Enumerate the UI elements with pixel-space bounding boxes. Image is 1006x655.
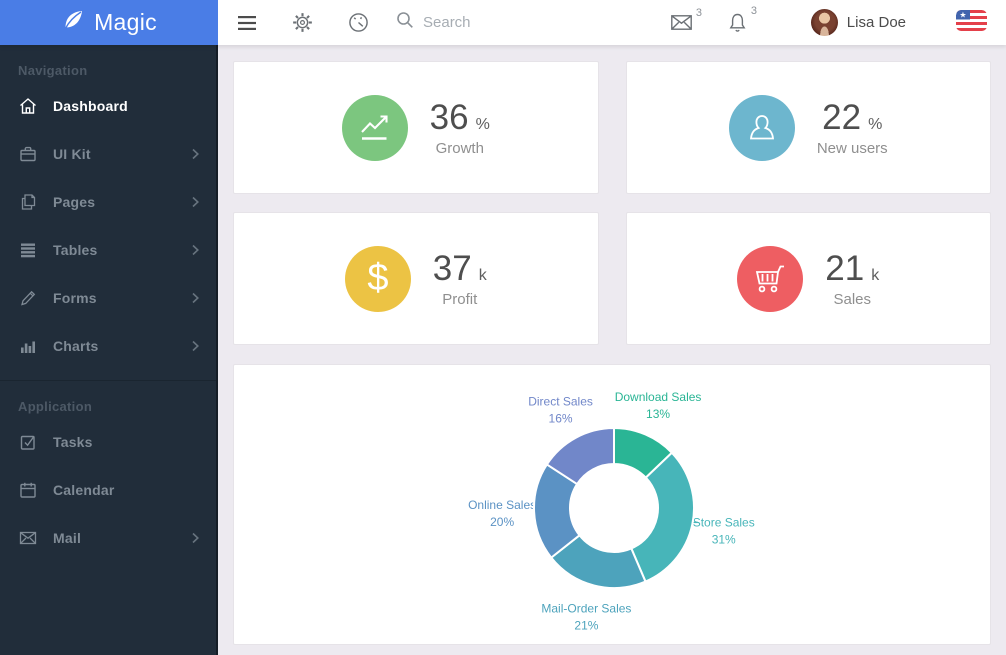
notifications-bell-icon[interactable]: 3 [728, 5, 757, 33]
messages-badge: 3 [695, 7, 702, 19]
trend-up-icon [341, 94, 408, 161]
donut-slice[interactable] [630, 451, 695, 583]
user-avatar[interactable] [810, 9, 838, 36]
sidebar-item-label: Mail [53, 530, 82, 546]
stat-cards: 36 % Growth 22 % New users [233, 61, 991, 345]
user-icon [728, 94, 795, 161]
sidebar-divider [0, 380, 216, 381]
check-square-icon [18, 432, 38, 452]
stat-text: 36 % Growth [430, 98, 490, 157]
sidebar-item-dashboard[interactable]: Dashboard [0, 82, 216, 130]
donut-label: Download Sales [615, 390, 702, 404]
user-name[interactable]: Lisa Doe [846, 14, 906, 31]
envelope-icon [18, 528, 38, 548]
chevron-right-icon [188, 195, 202, 209]
donut-label: Store Sales [693, 515, 755, 529]
briefcase-icon [18, 144, 38, 164]
leaf-logo-icon [61, 8, 85, 37]
gear-icon[interactable] [292, 12, 313, 33]
sidebar-item-label: Pages [53, 194, 96, 210]
topbar-notifications: 3 3 [671, 5, 757, 33]
dollar-icon: $ [344, 245, 411, 312]
stat-card-growth[interactable]: 36 % Growth [233, 61, 599, 194]
sidebar-item-forms[interactable]: Forms [0, 274, 216, 322]
stat-value: 36 [429, 98, 469, 137]
speedometer-icon[interactable] [348, 12, 369, 33]
sales-donut-card: Download Sales 13% Store Sales 31% Mail-Orde… [233, 364, 991, 645]
chevron-right-icon [188, 291, 202, 305]
sidebar-item-calendar[interactable]: Calendar [0, 466, 216, 514]
bar-chart-icon [18, 336, 38, 356]
stat-text: 37 k Profit [433, 249, 487, 308]
chevron-right-icon [188, 147, 202, 161]
chevron-right-icon [188, 243, 202, 257]
svg-text:★: ★ [959, 10, 966, 19]
main-content: 36 % Growth 22 % New users [220, 45, 1006, 655]
sidebar-item-label: Calendar [53, 482, 115, 498]
stat-card-profit[interactable]: $ 37 k Profit [233, 212, 599, 345]
stat-label: Profit [442, 291, 478, 308]
stat-text: 21 k Sales [825, 249, 879, 308]
donut-slice[interactable] [545, 427, 615, 486]
stat-label: New users [816, 140, 888, 157]
search-input[interactable] [423, 14, 553, 31]
donut-label: 13% [646, 407, 670, 421]
sidebar-item-pages[interactable]: Pages [0, 178, 216, 226]
search-icon [396, 11, 414, 34]
cart-icon [737, 245, 804, 312]
stat-unit: k [478, 267, 487, 284]
sidebar: Navigation Dashboard UI Kit [0, 45, 218, 655]
topbar-main: 3 3 Lisa Doe [218, 0, 1006, 45]
sidebar-item-label: Forms [53, 290, 97, 306]
donut-label: 16% [549, 412, 573, 426]
donut-label: Direct Sales [528, 395, 593, 409]
stat-unit: k [871, 267, 880, 284]
chevron-right-icon [188, 531, 202, 545]
brand[interactable]: Magic [0, 0, 218, 45]
stat-unit: % [475, 116, 490, 133]
sidebar-item-label: Charts [53, 338, 99, 354]
notifications-badge: 3 [750, 4, 757, 17]
home-icon [18, 96, 38, 116]
sidebar-item-tasks[interactable]: Tasks [0, 418, 216, 466]
svg-text:$: $ [367, 257, 388, 299]
us-flag-icon[interactable]: ★ [956, 9, 987, 36]
stat-value: 37 [432, 249, 472, 288]
topbar: Magic [0, 0, 1006, 45]
brand-name: Magic [94, 9, 157, 35]
sidebar-item-label: Dashboard [53, 98, 128, 114]
sidebar-item-label: UI Kit [53, 146, 91, 162]
donut-label: 20% [490, 515, 514, 529]
hamburger-menu-icon[interactable] [237, 15, 257, 31]
stat-text: 22 % New users [817, 98, 888, 157]
pages-icon [18, 192, 38, 212]
sidebar-item-charts[interactable]: Charts [0, 322, 216, 370]
donut-label: Mail-Order Sales [541, 602, 631, 616]
stat-label: Growth [435, 140, 484, 157]
sidebar-section-navigation: Navigation [18, 63, 88, 78]
chevron-right-icon [188, 339, 202, 353]
search-box [396, 11, 553, 34]
donut-chart[interactable]: Download Sales 13% Store Sales 31% Mail-Orde… [234, 365, 991, 645]
sidebar-section-application: Application [18, 399, 93, 414]
sidebar-item-label: Tables [53, 242, 98, 258]
stat-unit: % [868, 116, 883, 133]
stat-card-new-users[interactable]: 22 % New users [625, 61, 991, 194]
messages-icon[interactable]: 3 [671, 7, 702, 30]
sidebar-item-mail[interactable]: Mail [0, 514, 216, 562]
sidebar-item-tables[interactable]: Tables [0, 226, 216, 274]
sidebar-item-ui-kit[interactable]: UI Kit [0, 130, 216, 178]
calendar-icon [18, 480, 38, 500]
donut-label: 31% [712, 532, 736, 546]
stat-value: 21 [825, 249, 865, 288]
topbar-user-area: Lisa Doe ★ [810, 9, 987, 36]
donut-label: 21% [574, 619, 598, 633]
stat-value: 22 [822, 98, 862, 137]
sidebar-item-label: Tasks [53, 434, 93, 450]
stat-card-sales[interactable]: 21 k Sales [625, 212, 991, 345]
table-rows-icon [18, 240, 38, 260]
donut-label: Online Sales [468, 498, 536, 512]
pencil-icon [18, 288, 38, 308]
stat-label: Sales [833, 291, 872, 308]
